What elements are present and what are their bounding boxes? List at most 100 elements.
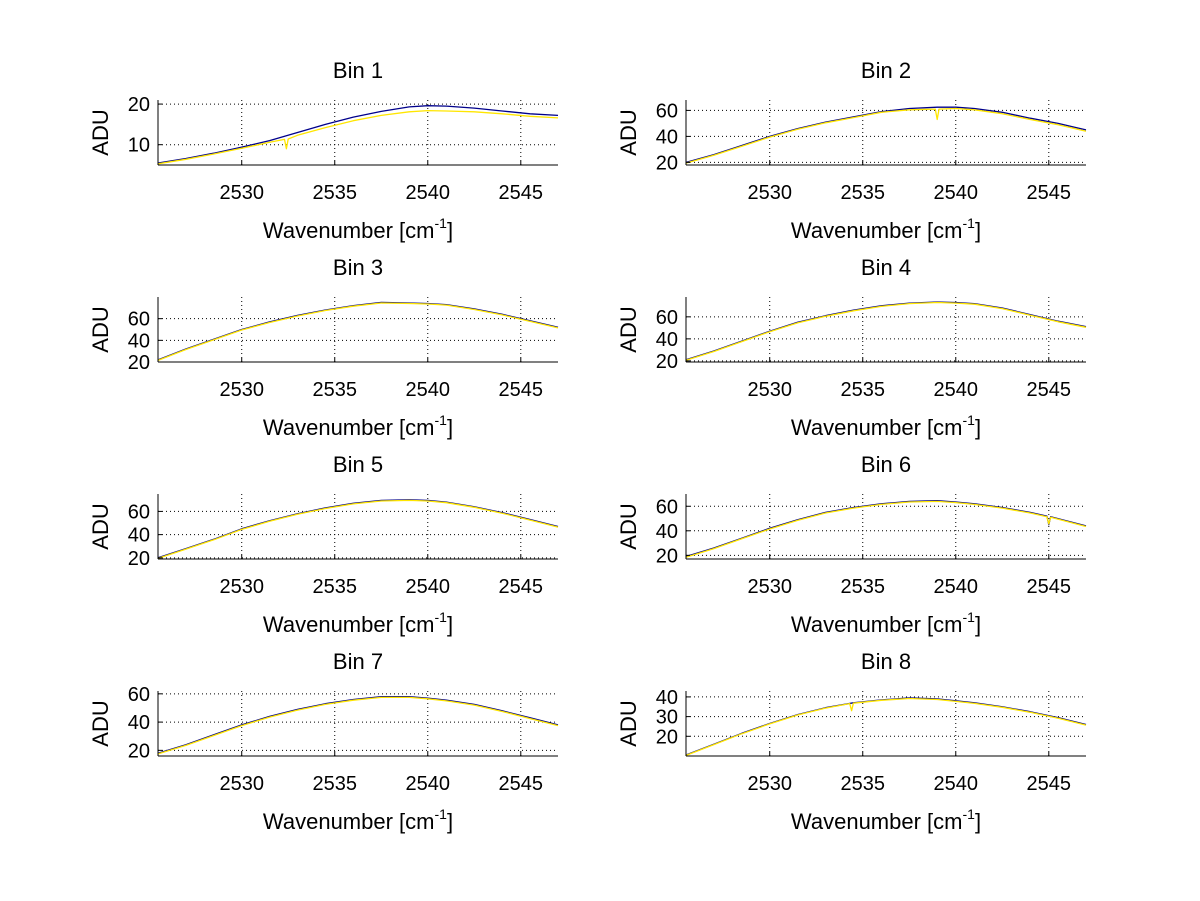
x-axis-label-text: Wavenumber [cm <box>791 809 963 834</box>
y-tick-label: 30 <box>656 707 678 729</box>
x-tick-label: 2545 <box>499 182 544 204</box>
series-line-1 <box>685 106 1087 164</box>
x-axis-label-end: ] <box>975 415 981 440</box>
x-axis-label-text: Wavenumber [cm <box>263 218 435 243</box>
y-tick-label: 60 <box>128 309 150 331</box>
x-axis-label: Wavenumber [cm-1] <box>791 609 981 637</box>
y-axis-label: ADU <box>616 306 641 352</box>
x-tick-label: 2545 <box>499 576 544 598</box>
series-line-2 <box>157 109 559 165</box>
plot-area <box>158 100 558 165</box>
x-tick-label: 2530 <box>219 773 264 795</box>
x-tick-label: 2540 <box>934 773 979 795</box>
y-tick-label: 60 <box>128 684 150 706</box>
x-axis-label: Wavenumber [cm-1] <box>263 806 453 834</box>
x-tick-label: 2535 <box>312 379 357 401</box>
plot-area <box>158 494 558 559</box>
subplot-title: Bin 3 <box>333 255 383 280</box>
y-axis-label: ADU <box>616 109 641 155</box>
y-tick-label: 60 <box>656 307 678 329</box>
series-line-1 <box>157 696 559 754</box>
x-axis-label: Wavenumber [cm-1] <box>263 215 453 243</box>
x-axis-label-end: ] <box>975 218 981 243</box>
series-line-2 <box>157 499 559 560</box>
plot-area <box>158 297 558 362</box>
y-tick-label: 60 <box>656 100 678 122</box>
x-axis-label-text: Wavenumber [cm <box>791 415 963 440</box>
x-axis-label-superscript: -1 <box>435 806 448 822</box>
x-axis-label-end: ] <box>447 612 453 637</box>
x-tick-label: 2530 <box>219 576 264 598</box>
y-tick-label: 20 <box>656 152 678 174</box>
x-tick-label: 2545 <box>1027 379 1072 401</box>
x-axis-label-end: ] <box>447 218 453 243</box>
x-axis-label-superscript: -1 <box>963 412 976 428</box>
x-axis-label-superscript: -1 <box>435 215 448 231</box>
y-tick-label: 20 <box>656 726 678 748</box>
y-tick-label: 10 <box>128 135 150 157</box>
y-tick-label: 60 <box>128 501 150 523</box>
subplot-1: 2530 2535 2540 2545 10 20 Bin 1 Wavenumber [cm-… <box>88 58 559 243</box>
x-tick-label: 2535 <box>840 182 885 204</box>
x-tick-label: 2530 <box>747 182 792 204</box>
series-line-1 <box>157 105 559 164</box>
x-tick-label: 2540 <box>406 379 451 401</box>
x-axis-label-superscript: -1 <box>963 609 976 625</box>
x-axis-label-text: Wavenumber [cm <box>263 415 435 440</box>
y-tick-label: 20 <box>128 94 150 116</box>
y-tick-label: 20 <box>656 351 678 373</box>
subplot-title: Bin 2 <box>861 58 911 83</box>
x-tick-label: 2535 <box>312 773 357 795</box>
subplot-title: Bin 1 <box>333 58 383 83</box>
series-line-2 <box>685 500 1087 558</box>
x-axis-label: Wavenumber [cm-1] <box>791 412 981 440</box>
y-tick-label: 40 <box>128 330 150 352</box>
y-tick-label: 40 <box>656 687 678 709</box>
series-line-2 <box>685 301 1087 361</box>
y-tick-label: 20 <box>128 352 150 374</box>
y-tick-label: 20 <box>656 545 678 567</box>
x-tick-label: 2545 <box>499 379 544 401</box>
y-axis-label: ADU <box>88 700 113 746</box>
x-tick-label: 2530 <box>747 773 792 795</box>
y-tick-label: 40 <box>656 329 678 351</box>
x-tick-label: 2545 <box>1027 773 1072 795</box>
y-axis-label: ADU <box>88 109 113 155</box>
x-tick-label: 2535 <box>840 379 885 401</box>
x-axis-label-superscript: -1 <box>435 609 448 625</box>
subplot-title: Bin 7 <box>333 649 383 674</box>
x-tick-label: 2540 <box>934 576 979 598</box>
x-tick-label: 2540 <box>934 182 979 204</box>
plot-area <box>686 297 1086 362</box>
plot-area <box>686 100 1086 165</box>
series-line-2 <box>157 302 559 362</box>
x-axis-label-text: Wavenumber [cm <box>791 218 963 243</box>
x-tick-label: 2535 <box>312 182 357 204</box>
y-tick-label: 40 <box>128 712 150 734</box>
x-axis-label-superscript: -1 <box>435 412 448 428</box>
subplot-7: 2530 2535 2540 2545 20 40 60 Bin 7 Wavenumber [c… <box>88 649 559 834</box>
x-axis-label-end: ] <box>447 415 453 440</box>
x-axis-label-end: ] <box>975 612 981 637</box>
series-line-2 <box>685 107 1087 164</box>
x-tick-label: 2545 <box>1027 576 1072 598</box>
x-axis-label: Wavenumber [cm-1] <box>263 412 453 440</box>
subplot-title: Bin 8 <box>861 649 911 674</box>
x-axis-label-text: Wavenumber [cm <box>263 612 435 637</box>
subplot-2: 2530 2535 2540 2545 20 40 60 Bin 2 Wavenumber [c… <box>616 58 1087 243</box>
x-tick-label: 2540 <box>406 576 451 598</box>
y-axis-label: ADU <box>616 503 641 549</box>
x-axis-label-end: ] <box>447 809 453 834</box>
x-tick-label: 2530 <box>219 182 264 204</box>
x-axis-label-superscript: -1 <box>963 215 976 231</box>
plot-area <box>686 691 1086 756</box>
y-tick-label: 40 <box>656 126 678 148</box>
y-tick-label: 40 <box>656 521 678 543</box>
x-tick-label: 2530 <box>747 379 792 401</box>
plot-area <box>686 494 1086 559</box>
y-tick-label: 20 <box>128 740 150 762</box>
x-tick-label: 2540 <box>406 182 451 204</box>
